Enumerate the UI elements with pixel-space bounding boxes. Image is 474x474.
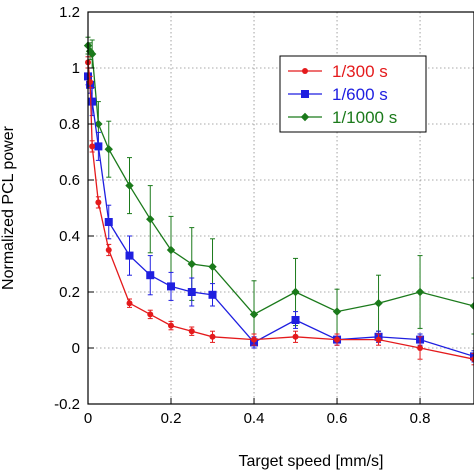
data-point xyxy=(146,271,155,280)
legend-label: 1/1000 s xyxy=(332,108,397,127)
data-point xyxy=(105,247,112,253)
data-point xyxy=(469,301,474,311)
data-point xyxy=(208,262,217,271)
data-point xyxy=(85,47,95,56)
y-tick-label: -0.2 xyxy=(54,396,80,413)
y-tick-label: 1.2 xyxy=(59,4,80,21)
data-point xyxy=(125,181,134,190)
series-line xyxy=(87,45,474,316)
y-axis-label: Normalized PCL power xyxy=(0,125,17,290)
legend-marker xyxy=(302,68,308,74)
data-point xyxy=(249,310,259,319)
series-layer xyxy=(83,36,474,366)
data-point xyxy=(415,287,425,297)
y-tick-label: 0.4 xyxy=(59,228,80,245)
x-tick-label: 0 xyxy=(84,410,92,427)
x-tick-label: 0.2 xyxy=(161,410,182,427)
data-point xyxy=(125,251,134,260)
legend-marker xyxy=(301,90,309,98)
y-tick-label: 0.8 xyxy=(59,116,80,133)
data-point xyxy=(375,336,382,343)
legend-label: 1/300 s xyxy=(332,62,388,81)
x-axis-label: Target speed [mm/s] xyxy=(239,453,384,470)
y-tick-label: 0 xyxy=(72,340,80,357)
data-point xyxy=(208,290,217,299)
data-point xyxy=(187,259,196,269)
data-point xyxy=(104,145,113,154)
data-point xyxy=(167,282,176,291)
data-point xyxy=(146,215,155,224)
data-point xyxy=(166,245,176,255)
data-point xyxy=(89,143,96,150)
data-point xyxy=(291,316,300,324)
legend: 1/300 s 1/600 s 1/1000 s xyxy=(279,55,427,133)
data-point xyxy=(94,119,103,129)
data-point xyxy=(374,299,383,308)
data-point xyxy=(187,288,196,296)
data-point xyxy=(104,218,113,226)
data-point xyxy=(251,336,258,343)
x-tick-label: 0.4 xyxy=(244,410,265,427)
data-point xyxy=(88,97,97,106)
data-point xyxy=(147,311,154,318)
series-line xyxy=(87,76,474,358)
plot-frame xyxy=(87,11,474,405)
data-point xyxy=(417,345,424,351)
legend-label: 1/600 s xyxy=(332,85,388,104)
x-tick-label: 0.8 xyxy=(410,410,431,427)
series-line xyxy=(87,62,474,360)
data-point xyxy=(470,352,474,361)
data-point xyxy=(168,322,175,329)
data-point xyxy=(209,333,216,340)
data-point xyxy=(332,307,342,316)
y-tick-label: 0.2 xyxy=(59,284,80,301)
data-point xyxy=(292,333,299,340)
y-tick-label: 1 xyxy=(72,60,80,77)
data-point xyxy=(471,356,474,363)
legend-marker xyxy=(300,112,310,122)
y-tick-label: 0.6 xyxy=(59,172,80,189)
data-point xyxy=(126,300,133,307)
data-point xyxy=(95,199,102,206)
axis-ticks: 0 0.2 0.4 0.6 0.8-0.200.20.40.60.811.2 xyxy=(54,4,430,427)
data-point xyxy=(291,287,300,297)
data-point xyxy=(94,142,103,151)
data-point xyxy=(188,328,195,335)
data-point xyxy=(87,49,97,59)
x-tick-label: 0.6 xyxy=(327,410,348,427)
data-point xyxy=(334,336,341,343)
